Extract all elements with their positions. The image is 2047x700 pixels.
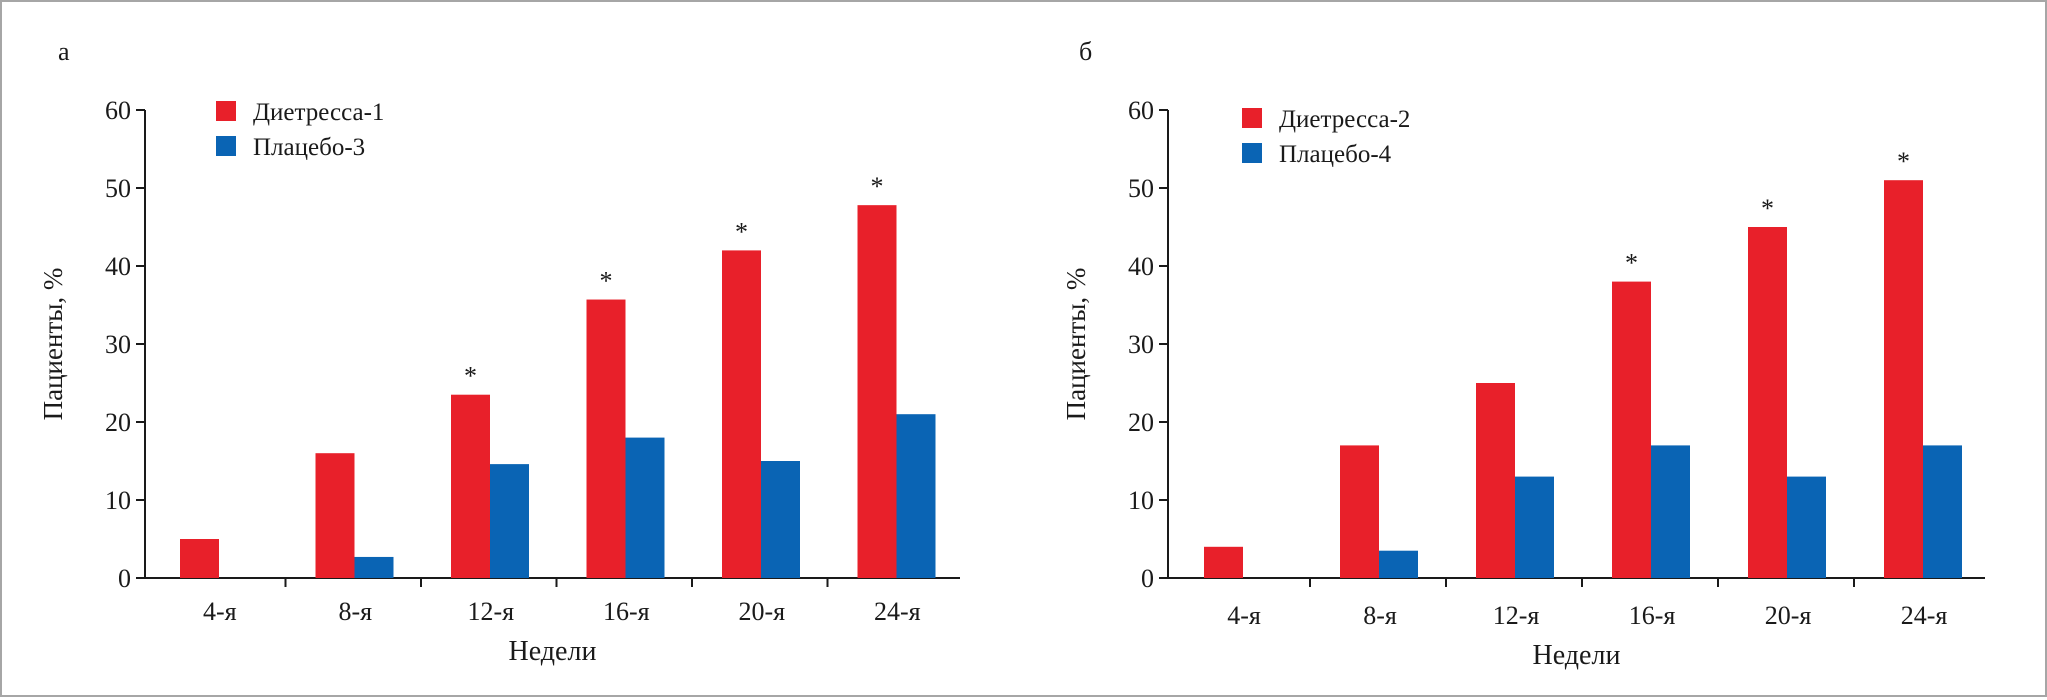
y-tick-label: 60: [1128, 96, 1154, 125]
x-tick-label: 24-я: [874, 597, 921, 626]
bar-placebo: [490, 464, 529, 578]
bar-treatment: [1204, 546, 1243, 578]
x-axis-title: Недели: [1533, 640, 1621, 671]
bar-treatment: [315, 453, 355, 578]
significance-marker: *: [1897, 147, 1910, 176]
y-tick-label: 20: [1128, 408, 1154, 437]
bar-treatment: [1748, 227, 1787, 578]
panel-label: а: [58, 37, 70, 66]
bar-placebo: [1651, 445, 1690, 578]
x-tick-label: 4-я: [203, 597, 237, 626]
bar-treatment: [1476, 383, 1515, 578]
x-axis-title: Недели: [509, 636, 597, 667]
bar-treatment: [857, 205, 897, 578]
x-tick-label: 12-я: [467, 597, 514, 626]
chart-panel-b: б 0 10 20 30 40 50 60 Пациенты, % 4-я 8-я 12-я * 16-я…: [1061, 37, 1985, 671]
y-tick-label: 0: [118, 564, 131, 593]
chart-panel-a: а 0 10 20 30 40 50 60 Пациенты, % 4-я 8-я * 12-я * 16-…: [38, 37, 960, 667]
y-tick-label: 50: [1128, 174, 1154, 203]
bar-placebo: [354, 556, 394, 578]
legend-swatch-treatment: [1242, 108, 1262, 128]
x-tick-label: 16-я: [603, 597, 650, 626]
significance-marker: *: [871, 172, 884, 201]
legend-swatch-placebo: [216, 136, 236, 156]
bar-placebo: [761, 461, 800, 578]
y-tick-label: 50: [105, 174, 131, 203]
y-tick-label: 30: [105, 330, 131, 359]
legend-label: Диетресса-2: [1279, 106, 1410, 133]
y-axis-title: Пациенты, %: [38, 268, 68, 421]
y-tick-label: 10: [1128, 486, 1154, 515]
bar-treatment: [586, 299, 626, 578]
y-tick-label: 30: [1128, 330, 1154, 359]
x-tick-label: 8-я: [1363, 601, 1397, 630]
x-tick-label: 16-я: [1629, 601, 1676, 630]
legend-label: Диетресса-1: [253, 99, 384, 126]
y-tick-label: 20: [105, 408, 131, 437]
significance-marker: *: [464, 362, 477, 391]
x-tick-label: 20-я: [1765, 601, 1812, 630]
bar-treatment: [722, 250, 761, 578]
legend-label: Плацебо-3: [253, 134, 365, 161]
y-tick-label: 40: [1128, 252, 1154, 281]
y-tick-label: 60: [105, 96, 131, 125]
legend-label: Плацебо-4: [1279, 141, 1392, 168]
x-tick-label: 8-я: [338, 597, 372, 626]
bar-placebo: [896, 414, 936, 578]
bar-placebo: [625, 437, 665, 578]
x-tick-label: 12-я: [1493, 601, 1540, 630]
x-tick-label: 20-я: [738, 597, 785, 626]
bar-treatment: [451, 394, 490, 578]
y-axis-title: Пациенты, %: [1061, 268, 1091, 421]
legend-swatch-placebo: [1242, 143, 1262, 163]
significance-marker: *: [1625, 249, 1638, 278]
y-tick-label: 40: [105, 252, 131, 281]
y-tick-label: 0: [1141, 564, 1154, 593]
bar-treatment: [1340, 445, 1379, 578]
significance-marker: *: [600, 267, 613, 296]
x-tick-label: 24-я: [1901, 601, 1948, 630]
bar-placebo: [1515, 476, 1554, 578]
panel-label: б: [1079, 37, 1092, 66]
bar-treatment: [180, 539, 219, 578]
bar-placebo: [1379, 550, 1418, 578]
y-tick-label: 10: [105, 486, 131, 515]
bar-treatment: [1612, 281, 1651, 578]
significance-marker: *: [735, 217, 748, 246]
significance-marker: *: [1761, 194, 1774, 223]
legend-swatch-treatment: [216, 101, 236, 121]
x-tick-label: 4-я: [1227, 601, 1261, 630]
bar-treatment: [1884, 180, 1923, 578]
bar-placebo: [1787, 476, 1826, 578]
bar-placebo: [1923, 445, 1962, 578]
